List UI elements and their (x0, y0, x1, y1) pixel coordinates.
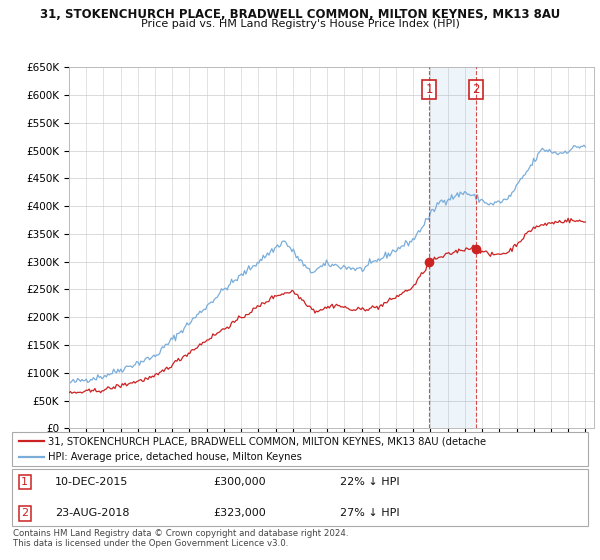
Bar (430, 67, 476, 428)
Text: Price paid vs. HM Land Registry's House Price Index (HPI): Price paid vs. HM Land Registry's House … (140, 19, 460, 29)
Text: £323,000: £323,000 (214, 508, 266, 518)
Text: 31, STOKENCHURCH PLACE, BRADWELL COMMON, MILTON KEYNES, MK13 8AU (detache: 31, STOKENCHURCH PLACE, BRADWELL COMMON,… (48, 437, 486, 447)
Text: 10-DEC-2015: 10-DEC-2015 (55, 477, 128, 487)
Text: 2: 2 (21, 508, 28, 518)
Text: £300,000: £300,000 (214, 477, 266, 487)
Text: 1: 1 (425, 83, 433, 96)
Text: 23-AUG-2018: 23-AUG-2018 (55, 508, 130, 518)
Text: 1: 1 (21, 477, 28, 487)
Text: 27% ↓ HPI: 27% ↓ HPI (340, 508, 400, 518)
Text: 22% ↓ HPI: 22% ↓ HPI (340, 477, 400, 487)
Text: 2: 2 (472, 83, 480, 96)
Text: HPI: Average price, detached house, Milton Keynes: HPI: Average price, detached house, Milt… (48, 452, 302, 462)
Text: Contains HM Land Registry data © Crown copyright and database right 2024.
This d: Contains HM Land Registry data © Crown c… (13, 529, 349, 548)
Text: 31, STOKENCHURCH PLACE, BRADWELL COMMON, MILTON KEYNES, MK13 8AU: 31, STOKENCHURCH PLACE, BRADWELL COMMON,… (40, 8, 560, 21)
